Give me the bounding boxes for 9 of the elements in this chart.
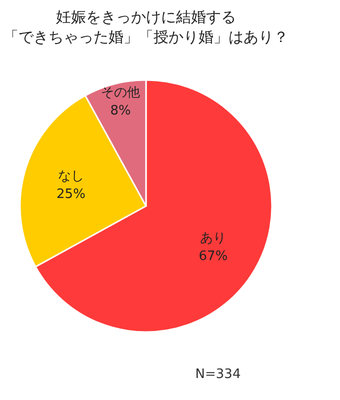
data-label: 8% (110, 103, 131, 118)
slice-label: その他 (101, 85, 140, 100)
chart-subtitle: 「できちゃった婚」「授かり婚」はあり？ (4, 28, 288, 46)
data-label: 25% (56, 187, 86, 202)
slice-label: あり (200, 230, 226, 246)
chart-title: 妊娠をきっかけに結婚する (56, 8, 236, 26)
text: N=334 (195, 367, 241, 382)
slice-label: なし (58, 169, 84, 184)
data-label: 67% (198, 248, 228, 264)
